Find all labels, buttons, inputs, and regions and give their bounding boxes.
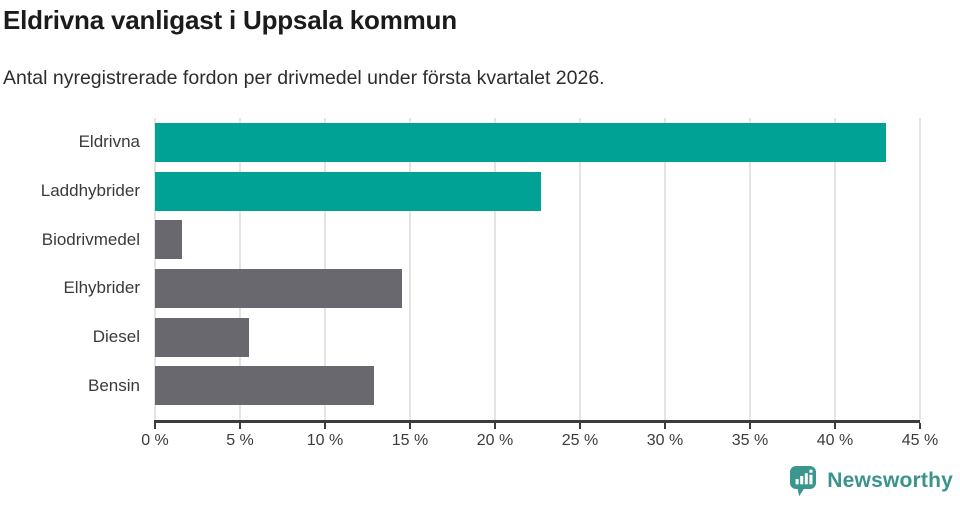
gridline	[833, 118, 836, 420]
x-tick-label: 0 %	[141, 432, 169, 449]
x-tick	[834, 423, 836, 429]
x-tick	[324, 423, 326, 429]
category-label: Bensin	[88, 375, 140, 395]
category-label: Eldrivna	[78, 132, 140, 152]
bar-diesel	[155, 317, 249, 357]
chart-header: Eldrivna vanligast i Uppsala kommun	[3, 4, 953, 37]
x-tick	[664, 423, 666, 429]
x-tick-label: 5 %	[226, 432, 254, 449]
x-tick	[749, 423, 751, 429]
bar-rows	[155, 118, 920, 410]
bar-chart: Eldrivna Laddhybrider Biodrivmedel Elhybrid…	[0, 118, 960, 458]
bar-row	[155, 264, 920, 313]
bar-chart-speech-bubble-icon	[790, 466, 817, 497]
plot-area	[154, 118, 921, 420]
x-tick	[409, 423, 411, 429]
x-tick-label: 20 %	[476, 432, 514, 449]
x-tick	[494, 423, 496, 429]
bar-row	[155, 167, 920, 216]
bar-biodrivmedel	[155, 220, 183, 260]
bar-row	[155, 118, 920, 167]
category-label: Elhybrider	[63, 278, 140, 298]
bar-elhybrider	[155, 268, 402, 308]
x-tick-label: 30 %	[646, 432, 684, 449]
category-label-row: Biodrivmedel	[0, 215, 140, 264]
category-label: Laddhybrider	[40, 181, 140, 200]
gridline	[493, 118, 496, 420]
chart-subtitle: Antal nyregistrerade fordon per drivmede…	[3, 67, 605, 89]
brand-logo: Newsworthy	[787, 464, 953, 497]
bar-row	[155, 361, 920, 410]
x-tick-label: 35 %	[731, 432, 769, 449]
x-tick	[239, 423, 241, 429]
bar-bensin	[155, 366, 375, 406]
bar-row	[155, 215, 920, 264]
brand-name: Newsworthy	[827, 468, 953, 492]
gridline	[663, 118, 666, 420]
x-axis-line	[154, 420, 920, 423]
chart-title: Eldrivna vanligast i Uppsala kommun	[3, 5, 457, 35]
x-tick	[154, 423, 156, 429]
gridline	[919, 118, 921, 420]
gridline	[408, 118, 411, 420]
x-tick-label: 10 %	[306, 432, 344, 449]
category-label-row: Laddhybrider	[0, 167, 140, 216]
x-tick	[579, 423, 581, 429]
category-label: Diesel	[92, 327, 140, 347]
gridline	[579, 118, 581, 420]
category-labels: Eldrivna Laddhybrider Biodrivmedel Elhybrid…	[0, 118, 140, 410]
x-tick-label: 15 %	[391, 432, 429, 449]
category-label-row: Diesel	[0, 313, 140, 362]
bar-laddhybrider	[155, 171, 541, 211]
category-label: Biodrivmedel	[41, 229, 140, 249]
gridline	[749, 118, 751, 420]
x-tick-label: 45 %	[901, 432, 939, 449]
x-tick-label: 25 %	[561, 432, 599, 449]
category-label-row: Elhybrider	[0, 264, 140, 313]
bar-row	[155, 313, 920, 362]
category-label-row: Eldrivna	[0, 118, 140, 167]
x-tick	[919, 423, 921, 429]
x-tick-label: 40 %	[816, 432, 854, 449]
bar-eldrivna	[155, 122, 886, 162]
category-label-row: Bensin	[0, 361, 140, 410]
